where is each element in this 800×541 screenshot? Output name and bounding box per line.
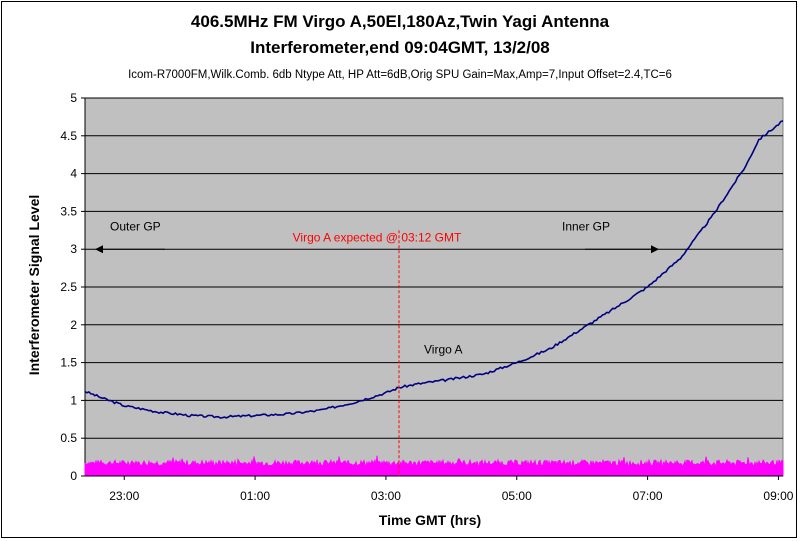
- y-tick-label: 0: [70, 469, 77, 483]
- y-tick-label: 4: [70, 167, 77, 181]
- annotation-inner-gp: Inner GP: [562, 219, 610, 233]
- x-axis-label: Time GMT (hrs): [378, 512, 482, 528]
- series-noise: [84, 455, 784, 476]
- settings-line: Icom-R7000FM,Wilk.Comb. 6db Ntype Att, H…: [128, 69, 672, 81]
- y-tick-label: 2: [70, 318, 77, 332]
- chart-title: 406.5MHz FM Virgo A,50El,180Az,Twin Yagi…: [190, 12, 610, 31]
- y-tick-label: 2.5: [60, 280, 77, 294]
- y-tick-label: 3.5: [60, 204, 77, 218]
- y-tick-label: 3: [70, 242, 77, 256]
- y-tick-label: 1: [70, 393, 77, 407]
- x-tick-label: 03:00: [371, 489, 401, 503]
- y-tick-label: 5: [70, 91, 77, 105]
- y-tick-label: 4.5: [60, 129, 77, 143]
- x-tick-label: 01:00: [240, 489, 270, 503]
- annotation-outer-gp: Outer GP: [110, 219, 161, 233]
- chart-subtitle: Interferometer,end 09:04GMT, 13/2/08: [250, 38, 550, 57]
- y-tick-label: 0.5: [60, 431, 77, 445]
- x-tick-label: 23:00: [109, 489, 139, 503]
- annotation-virgo-a: Virgo A: [424, 343, 462, 357]
- marker-label: Virgo A expected @ 03:12 GMT: [293, 231, 462, 245]
- outer-gp-arrowhead: [95, 245, 103, 254]
- y-axis-label: Interferometer Signal Level: [26, 194, 42, 376]
- series-virgo-a: [84, 119, 784, 419]
- y-tick-label: 1.5: [60, 356, 77, 370]
- x-tick-label: 09:00: [763, 489, 793, 503]
- x-tick-label: 07:00: [633, 489, 663, 503]
- x-tick-label: 05:00: [502, 489, 532, 503]
- inner-gp-arrowhead: [651, 245, 659, 254]
